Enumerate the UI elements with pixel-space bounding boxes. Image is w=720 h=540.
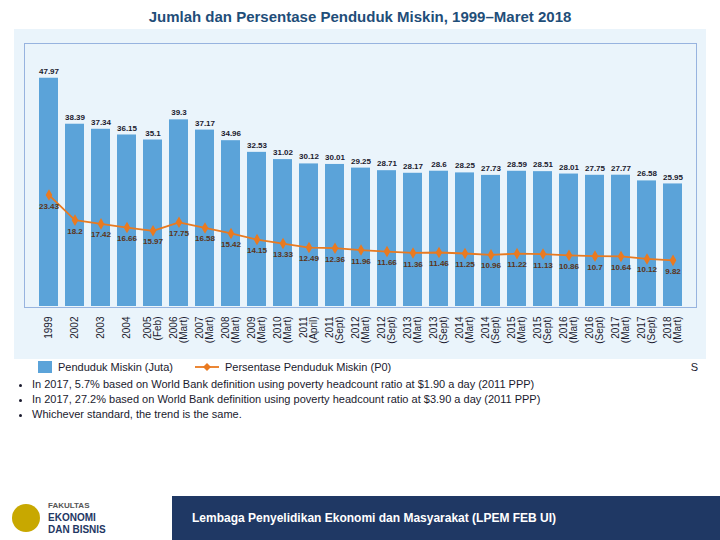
svg-text:28.51: 28.51: [533, 160, 554, 169]
svg-text:39.3: 39.3: [171, 108, 187, 117]
svg-text:14.15: 14.15: [247, 246, 268, 255]
html-text:Whichever standard, the trend: Whichever standard, the trend is the sam…: [32, 408, 242, 420]
svg-text:37.34: 37.34: [91, 118, 112, 127]
svg-text:15.97: 15.97: [143, 237, 164, 246]
svg-text:13.33: 13.33: [273, 250, 294, 259]
svg-text:12.49: 12.49: [299, 254, 320, 263]
svg-text:9.82: 9.82: [665, 267, 681, 276]
svg-text:28.01: 28.01: [559, 163, 580, 172]
svg-text:10.86: 10.86: [559, 262, 580, 271]
svg-text:28.25: 28.25: [455, 161, 476, 170]
html-text:S: S: [690, 361, 698, 373]
svg-text:2003: 2003: [95, 316, 106, 339]
svg-text:11.13: 11.13: [533, 261, 553, 270]
svg-text:2018(Mart): 2018(Mart): [662, 316, 683, 343]
svg-text:11.22: 11.22: [507, 260, 527, 269]
html-text:EKONOMI: EKONOMI: [48, 512, 96, 523]
svg-text:47.97: 47.97: [39, 67, 60, 76]
svg-text:15.42: 15.42: [221, 240, 242, 249]
svg-text:11.96: 11.96: [351, 257, 371, 266]
svg-text:30.12: 30.12: [299, 152, 320, 161]
svg-text:31.02: 31.02: [273, 148, 294, 157]
svg-text:18.2: 18.2: [67, 227, 83, 236]
svg-text:38.39: 38.39: [65, 113, 86, 122]
svg-text:11.36: 11.36: [403, 260, 423, 269]
svg-text:32.53: 32.53: [247, 141, 268, 150]
svg-text:25.95: 25.95: [663, 173, 684, 182]
svg-text:2012(Sept): 2012(Sept): [376, 316, 397, 344]
svg-text:29.25: 29.25: [351, 157, 372, 166]
svg-text:2015(Sept): 2015(Sept): [532, 316, 553, 344]
svg-text:12.36: 12.36: [325, 255, 346, 264]
svg-text:11.46: 11.46: [429, 259, 449, 268]
svg-text:2002: 2002: [69, 316, 80, 339]
svg-text:34.96: 34.96: [221, 129, 242, 138]
svg-text:10.96: 10.96: [481, 261, 502, 270]
svg-text:2013(Mart): 2013(Mart): [402, 316, 423, 343]
svg-text:26.58: 26.58: [637, 169, 658, 178]
html-text:Penduduk Miskin (Juta): Penduduk Miskin (Juta): [58, 361, 173, 373]
svg-text:10.64: 10.64: [611, 263, 632, 272]
html-text:Jumlah dan Persentase Penduduk: Jumlah dan Persentase Penduduk Miskin, 1…: [148, 8, 572, 25]
svg-text:2016(Mart): 2016(Mart): [558, 316, 579, 343]
svg-text:2011(April): 2011(April): [298, 316, 319, 343]
svg-text:2012(Mart): 2012(Mart): [350, 316, 371, 343]
svg-text:16.58: 16.58: [195, 234, 216, 243]
svg-text:2005(Feb): 2005(Feb): [142, 316, 163, 340]
svg-text:27.73: 27.73: [481, 164, 502, 173]
svg-text:2009(Mart): 2009(Mart): [246, 316, 267, 343]
svg-text:28.17: 28.17: [403, 162, 424, 171]
html-text:DAN BISNIS: DAN BISNIS: [48, 524, 106, 535]
svg-text:2006(Mart): 2006(Mart): [168, 316, 189, 343]
svg-text:1999: 1999: [43, 316, 54, 339]
svg-text:23.43: 23.43: [39, 202, 60, 211]
html-text:FAKULTAS: FAKULTAS: [48, 501, 90, 510]
svg-text:2008(Mart): 2008(Mart): [220, 316, 241, 343]
svg-text:2011(Sept): 2011(Sept): [324, 316, 345, 344]
svg-text:10.12: 10.12: [637, 265, 658, 274]
svg-text:17.75: 17.75: [169, 229, 190, 238]
svg-text:28.6: 28.6: [431, 160, 447, 169]
svg-text:11.25: 11.25: [455, 260, 475, 269]
svg-text:37.17: 37.17: [195, 119, 216, 128]
svg-text:2014(Mart): 2014(Mart): [454, 316, 475, 343]
svg-text:27.75: 27.75: [585, 164, 606, 173]
svg-text:36.15: 36.15: [117, 124, 138, 133]
svg-text:2014(Sept): 2014(Sept): [480, 316, 501, 344]
svg-text:2007(Mart): 2007(Mart): [194, 316, 215, 343]
html-text:Persentase Penduduk Miskin (P0: Persentase Penduduk Miskin (P0): [225, 361, 392, 373]
svg-text:27.77: 27.77: [611, 164, 632, 173]
html-text:Lembaga Penyelidikan Ekonomi d: Lembaga Penyelidikan Ekonomi dan Masyara…: [192, 511, 557, 525]
svg-text:2015(Mart): 2015(Mart): [506, 316, 527, 343]
svg-text:2016(Sept): 2016(Sept): [584, 316, 605, 344]
svg-text:17.42: 17.42: [91, 230, 112, 239]
svg-text:2017(Sept): 2017(Sept): [636, 316, 657, 344]
svg-text:2017(Mart): 2017(Mart): [610, 316, 631, 343]
svg-text:16.66: 16.66: [117, 234, 138, 243]
html-text:In 2017, 27.2% based on World: In 2017, 27.2% based on World Bank defin…: [32, 393, 541, 405]
svg-text:2010(Mart): 2010(Mart): [272, 316, 293, 343]
svg-text:11.66: 11.66: [377, 258, 397, 267]
svg-text:2004: 2004: [121, 316, 132, 339]
svg-text:28.71: 28.71: [377, 159, 398, 168]
svg-text:10.7: 10.7: [587, 263, 603, 272]
svg-text:28.59: 28.59: [507, 160, 528, 169]
html-text:In 2017, 5.7% based on World B: In 2017, 5.7% based on World Bank defini…: [32, 378, 535, 390]
svg-text:35.1: 35.1: [145, 129, 161, 138]
svg-text:30.01: 30.01: [325, 153, 346, 162]
svg-text:2013(Sept): 2013(Sept): [428, 316, 449, 344]
